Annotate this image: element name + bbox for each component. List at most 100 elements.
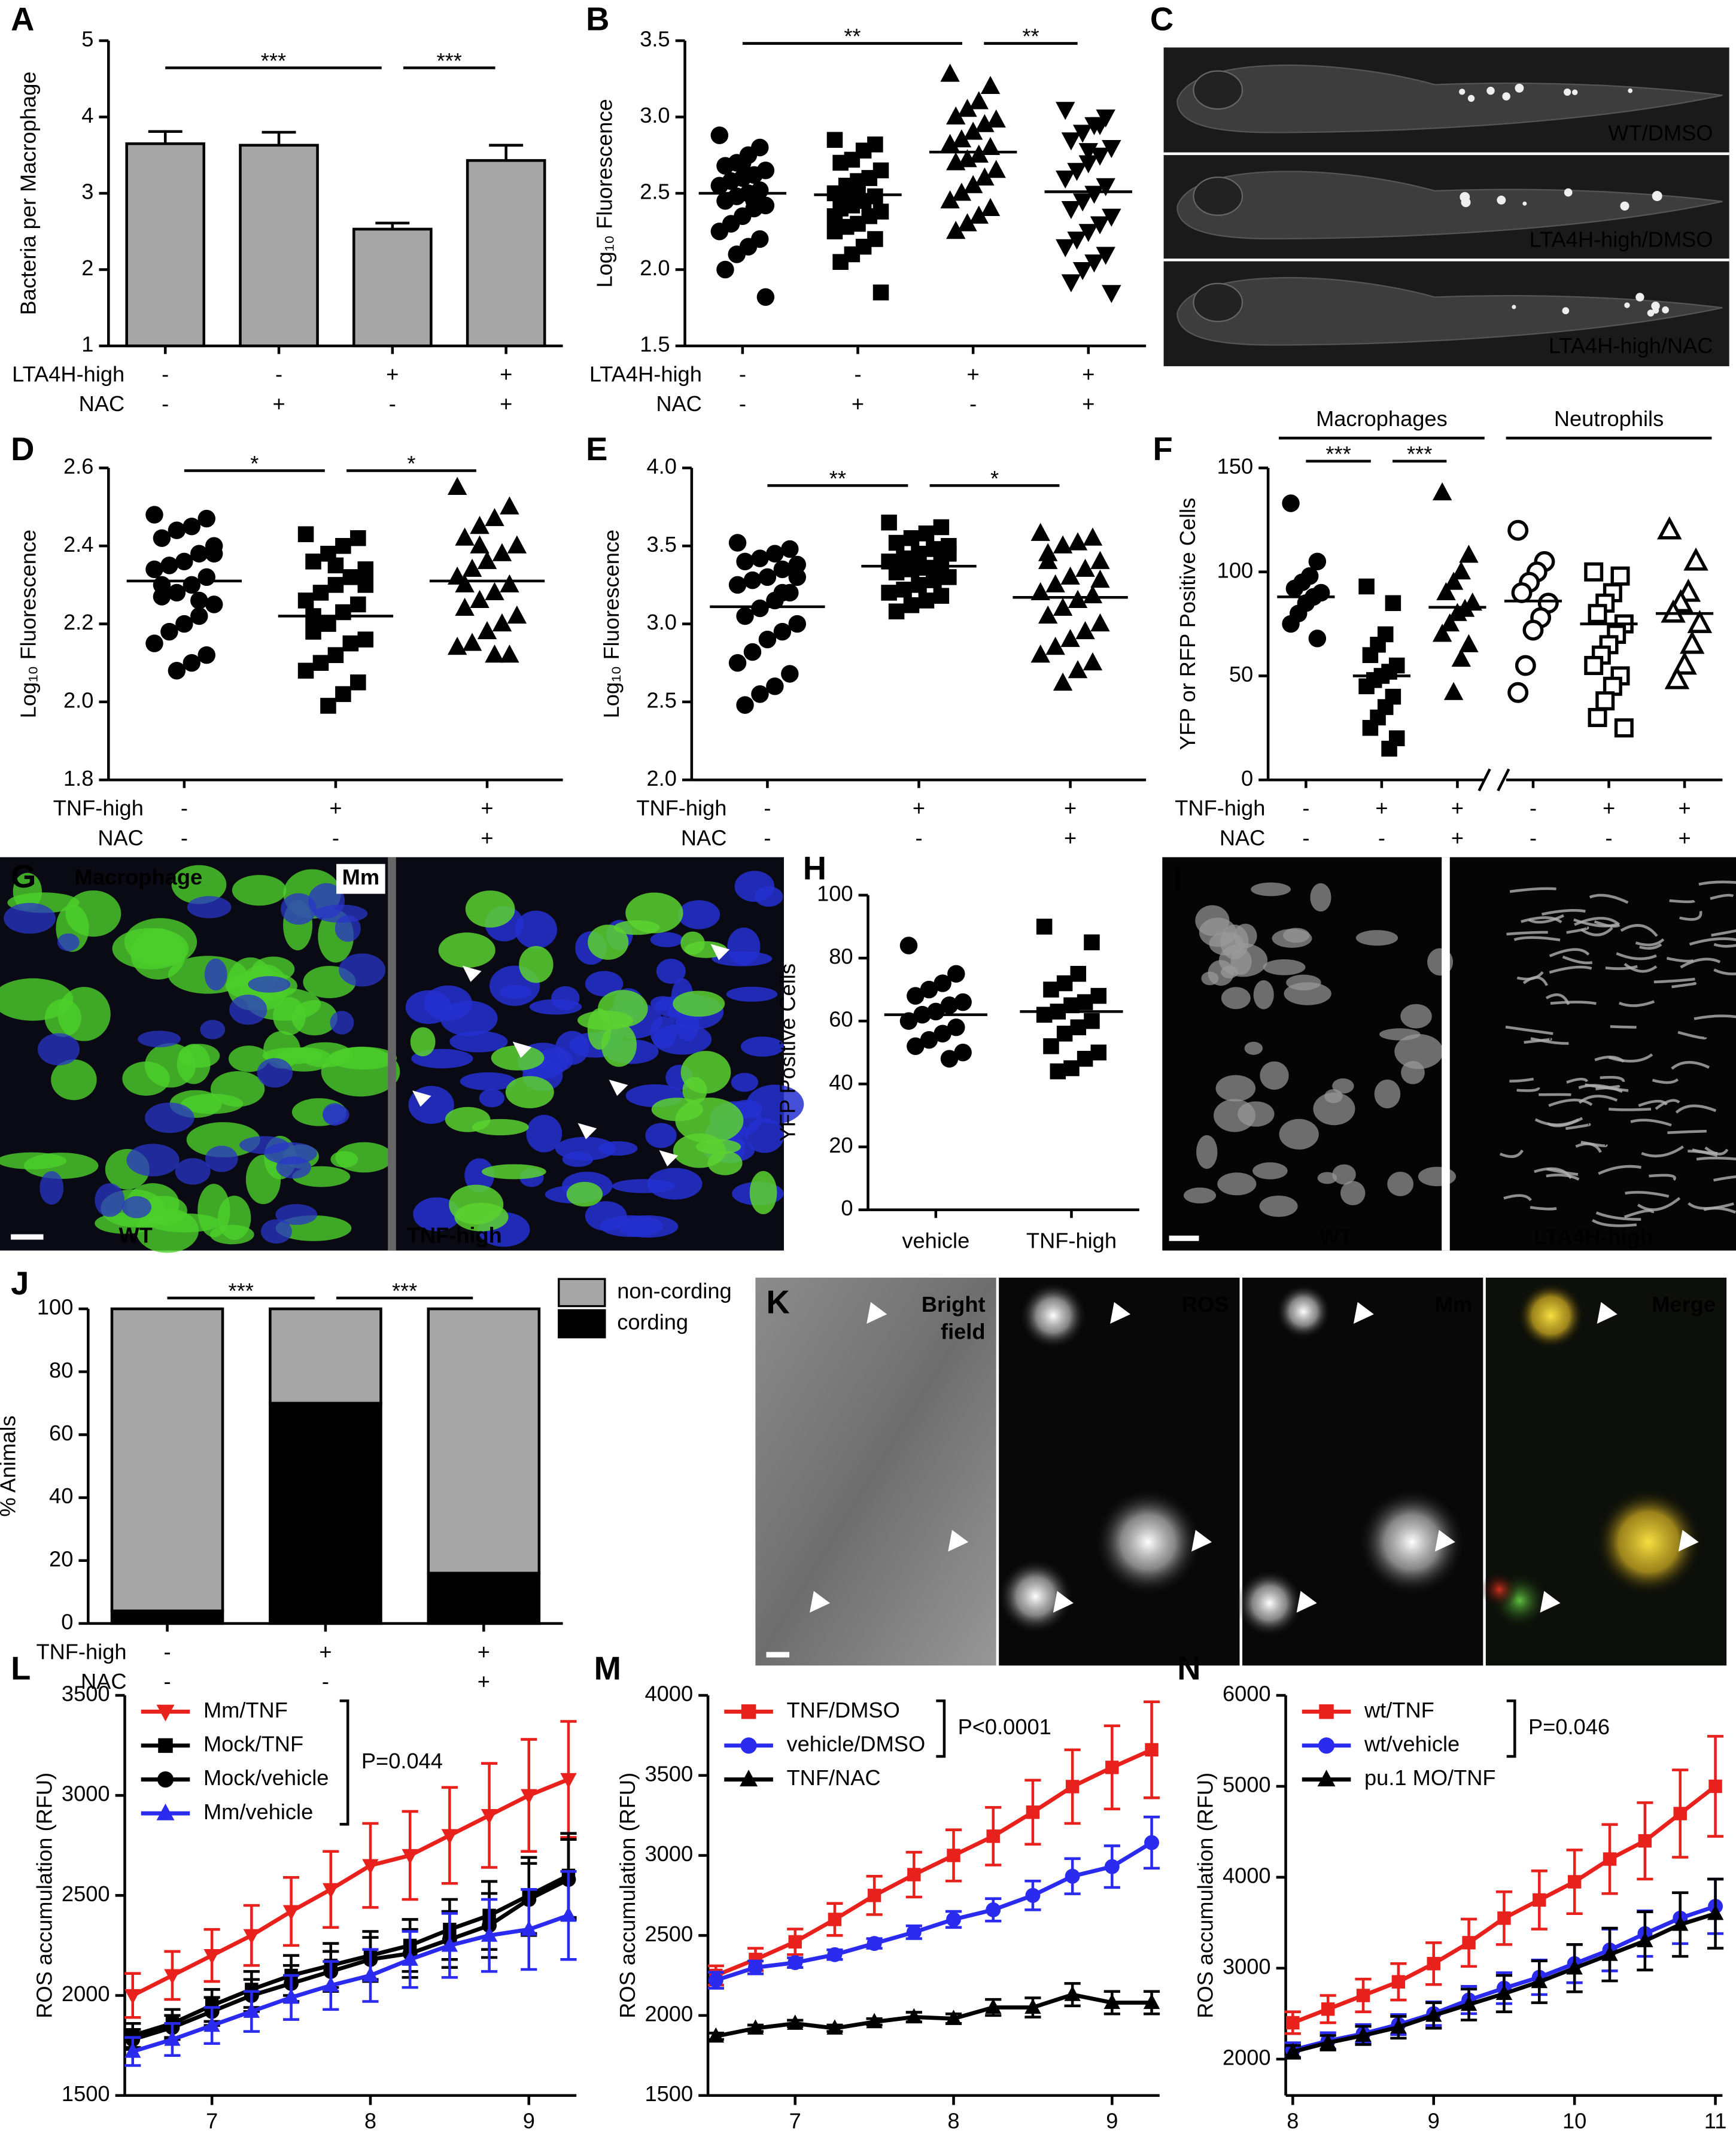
- data-point: [1067, 163, 1087, 181]
- data-point: [758, 568, 777, 586]
- cell: [0, 978, 74, 1021]
- group-label: Macrophages: [1316, 406, 1448, 431]
- data-point: [743, 571, 762, 589]
- condition-sign: +: [913, 796, 925, 820]
- y-tick-label: 2.6: [63, 454, 93, 479]
- data-point: [1459, 634, 1479, 652]
- significance-label: ***: [261, 48, 286, 73]
- condition-name: NAC: [681, 826, 727, 850]
- condition-sign: -: [163, 1639, 171, 1664]
- cell: [1340, 1181, 1366, 1206]
- cord: [1591, 1218, 1637, 1227]
- data-point: [168, 662, 186, 680]
- condition-sign: +: [1678, 826, 1691, 850]
- data-point: [788, 1955, 803, 1971]
- bar: [466, 159, 546, 348]
- bracket: [1506, 1699, 1516, 1758]
- data-point: [323, 1883, 339, 1899]
- data-point: [168, 583, 186, 602]
- data-point: [1030, 582, 1050, 600]
- data-point: [736, 696, 754, 714]
- cell: [1251, 882, 1291, 896]
- data-point: [954, 1044, 972, 1062]
- cord: [1713, 1175, 1736, 1182]
- significance-label: **: [1022, 24, 1039, 48]
- data-point: [455, 574, 475, 592]
- cell: [673, 990, 725, 1017]
- x-tick-label: vehicle: [902, 1229, 969, 1253]
- data-point: [190, 545, 208, 563]
- cord: [1546, 1168, 1579, 1176]
- data-point: [946, 152, 966, 171]
- data-point: [826, 2019, 843, 2035]
- bacteria: [1522, 201, 1527, 206]
- cord: [1589, 893, 1629, 904]
- data-point: [881, 514, 897, 531]
- y-tick-label: 40: [49, 1484, 73, 1508]
- cord: [1669, 899, 1696, 904]
- cord: [1546, 1117, 1583, 1127]
- data-point: [766, 677, 784, 695]
- data-point: [1432, 482, 1452, 501]
- data-point: [716, 192, 734, 210]
- data-point: [748, 1960, 763, 1975]
- data-point: [1090, 216, 1110, 235]
- condition-sign: -: [1530, 826, 1537, 850]
- data-point: [788, 568, 807, 586]
- data-point: [969, 205, 989, 224]
- data-point: [507, 605, 527, 624]
- cell: [1418, 1166, 1457, 1187]
- condition-sign: +: [967, 361, 980, 386]
- data-point: [327, 647, 344, 663]
- cell: [245, 1154, 281, 1205]
- data-point: [1588, 604, 1607, 624]
- data-point: [1056, 102, 1075, 120]
- arrowhead: [577, 1123, 597, 1139]
- y-tick-label: 20: [49, 1546, 73, 1571]
- data-point: [788, 555, 807, 574]
- data-point: [1060, 628, 1080, 648]
- cell: [465, 890, 515, 928]
- data-point: [980, 75, 1001, 95]
- fish: [1176, 64, 1723, 133]
- bacteria: [121, 1196, 151, 1218]
- data-point: [945, 2010, 962, 2025]
- data-point: [888, 534, 905, 551]
- condition-sign: -: [163, 1669, 171, 1694]
- cell: [217, 1196, 251, 1240]
- data-point: [205, 545, 223, 563]
- arrowhead: [1597, 1302, 1618, 1324]
- data-point: [1090, 117, 1110, 135]
- cord: [1680, 957, 1721, 969]
- error-bar: [262, 130, 296, 145]
- data-point: [1320, 2033, 1336, 2050]
- data-point: [1026, 1805, 1040, 1819]
- cord: [1503, 1194, 1532, 1202]
- cell: [1286, 974, 1321, 990]
- y-tick-label: 2500: [62, 1881, 110, 1906]
- condition-sign: +: [1603, 796, 1615, 820]
- data-point: [402, 1849, 418, 1865]
- data-point: [327, 577, 344, 593]
- data-point: [786, 2014, 804, 2030]
- data-point: [1614, 718, 1634, 738]
- legend-label: wt/TNF: [1364, 1698, 1434, 1722]
- significance-label: **: [844, 24, 861, 48]
- data-point: [153, 529, 171, 547]
- x-axis-label: Time (hours post TNF administration): [1325, 2133, 1683, 2137]
- condition-sign: +: [1064, 796, 1077, 820]
- glow: [1594, 1488, 1703, 1597]
- data-point: [826, 208, 843, 224]
- condition-sign: -: [322, 1669, 329, 1694]
- y-tick-label: 1.8: [63, 766, 93, 791]
- cell: [1332, 1164, 1356, 1185]
- data-point: [920, 980, 938, 999]
- image-label: Mm: [342, 865, 379, 889]
- data-point: [1077, 1051, 1093, 1067]
- data-point: [1672, 651, 1697, 675]
- cord: [1625, 1191, 1670, 1198]
- data-point: [1531, 1972, 1548, 1989]
- cord: [1713, 968, 1736, 975]
- cord: [1598, 1165, 1641, 1175]
